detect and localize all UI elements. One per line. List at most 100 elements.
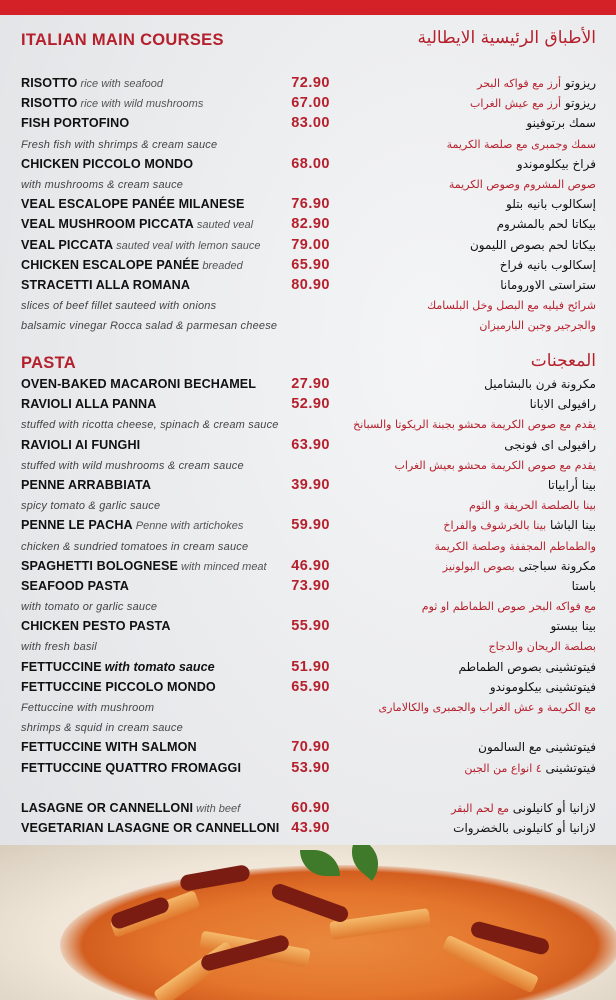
arabic-name: إسكالوب بانيه بتلو	[506, 197, 596, 212]
item-price: 52.90	[291, 396, 330, 413]
description-text: Fettuccine with mushroom	[21, 702, 155, 714]
section-title-ar: الأطباق الرئيسية الايطالية	[417, 28, 596, 48]
item-name-arabic: مكرونة فرن بالبشاميل	[484, 374, 596, 394]
menu-item: VEAL MUSHROOM PICCATA sauted veal 82.90 بيك…	[21, 214, 596, 234]
item-name-arabic: فيتوتشينى ٤ انواع من الجبن	[464, 758, 596, 779]
item-price: 55.90	[291, 618, 330, 635]
item-name-arabic: فيتوتشينى بيكلوموندو	[490, 677, 596, 697]
description-text: slices of beef fillet sauteed with onion…	[21, 300, 217, 313]
item-price: 60.90	[291, 799, 330, 816]
arabic-description: يقدم مع صوص الكريمة محشو بعيش الغراب	[394, 458, 596, 472]
menu-item: RAVIOLI AI FUNGHI 63.90 رافيولى اى فونجى	[21, 435, 596, 455]
item-name-arabic: سمك برتوفينو	[526, 113, 596, 133]
item-name: FETTUCCINE QUATTRO FROMAGGI	[21, 760, 242, 775]
item-name-arabic: ستراستى الاورومانا	[500, 275, 596, 295]
menu-item: CHICKEN ESCALOPE PANÉE breaded 65.90 إسكالو…	[21, 255, 596, 275]
menu-item: PENNE LE PACHA Penne with artichokes 59.90…	[21, 515, 596, 535]
menu-item: FISH PORTOFINO 83.00 سمك برتوفينو	[21, 113, 596, 133]
arabic-description: والطماطم المجففة وصلصة الكريمة	[434, 539, 596, 553]
description-arabic: بينا بالصلصة الحريفة و الثوم	[469, 495, 596, 516]
arabic-name: باستا	[571, 578, 596, 593]
item-name: RISOTTO	[21, 96, 78, 111]
menu-item: CHICKEN PICCOLO MONDO 68.00 فراخ بيكلوموند…	[21, 154, 596, 174]
item-name-arabic: فراخ بيكلوموندو	[517, 154, 596, 174]
menu-item-description: shrimps & squid in cream sauce	[21, 717, 596, 737]
description-text: stuffed with wild mushrooms & cream sauc…	[21, 459, 244, 472]
spacer	[21, 778, 596, 798]
arabic-description: أرز مع عيش الغراب	[470, 97, 562, 111]
item-description: with tomato sauce	[104, 659, 215, 674]
item-name: RISOTTO	[21, 76, 78, 90]
arabic-description: بينا بالخرشوف والفراخ	[443, 519, 547, 533]
item-price: 82.90	[291, 216, 330, 233]
arabic-name: بينا الباشا	[549, 518, 596, 533]
item-name-arabic: فيتوتشينى بصوص الطماطم	[458, 657, 596, 677]
item-name: CHICKEN PESTO PASTA	[21, 619, 171, 634]
arabic-name: ريزوتو	[564, 76, 596, 90]
item-name-arabic: بيكاتا لحم بالمشروم	[497, 214, 596, 234]
description-arabic: مع الكريمة و عش الغراب والجمبرى والكالام…	[379, 697, 596, 718]
description-arabic: بصلصة الريحان والدجاج	[489, 636, 597, 657]
item-price: 39.90	[291, 476, 330, 493]
menu-item: SPAGHETTI BOLOGNESE with minced meat 46.90…	[21, 556, 596, 576]
item-price: 43.90	[291, 820, 330, 837]
menu-item: VEGETARIAN LASAGNE OR CANNELLONI 43.90 لاز…	[21, 818, 596, 838]
menu-item: PENNE ARRABBIATA 39.90 بينا أرابياتا	[21, 475, 596, 495]
pasta-list: OVEN-BAKED MACARONI BECHAMEL 27.90 مكرونة …	[21, 374, 596, 838]
arabic-description: بينا بالصلصة الحريفة و الثوم	[468, 499, 596, 513]
item-price: 67.00	[291, 95, 330, 112]
menu-item-description: with mushrooms & cream sauce صوص المشروم …	[21, 174, 596, 194]
menu-item: OVEN-BAKED MACARONI BECHAMEL 27.90 مكرونة …	[21, 374, 596, 394]
item-price: 59.90	[291, 517, 330, 534]
menu-item: VEAL ESCALOPE PANÉE MILANESE 76.90 إسكالوب…	[21, 194, 596, 214]
item-name-arabic: لازانيا أو كانيلونى مع لحم البقر	[451, 798, 596, 819]
description-arabic: والطماطم المجففة وصلصة الكريمة	[434, 536, 596, 557]
arabic-name: بينا بيستو	[550, 619, 596, 634]
item-name: VEAL ESCALOPE PANÉE MILANESE	[21, 197, 245, 212]
arabic-name: فيتوتشينى	[545, 760, 596, 775]
arabic-description: بصوص البولونيز	[442, 559, 515, 573]
item-price: 53.90	[291, 759, 330, 776]
item-description: rice with seafood	[80, 78, 163, 90]
item-name: SEAFOOD PASTA	[21, 578, 129, 593]
description-arabic: والجرجير وجبن البارميزان	[479, 315, 596, 336]
item-price: 51.90	[291, 658, 330, 675]
arabic-name: فيتوتشينى بصوص الطماطم	[458, 659, 596, 674]
arabic-name: إسكالوب بانيه فراخ	[499, 257, 596, 272]
item-name-arabic: بينا بيستو	[550, 616, 596, 636]
item-name-arabic: بينا أرابياتا	[548, 475, 596, 495]
item-description: rice with wild mushrooms	[80, 98, 204, 111]
menu-item: STRACETTI ALLA ROMANA 80.90 ستراستى الاورو…	[21, 275, 596, 295]
item-name: PENNE ARRABBIATA	[21, 477, 152, 492]
item-name: RAVIOLI AI FUNGHI	[21, 437, 141, 452]
item-name-arabic: بينا الباشا بينا بالخرشوف والفراخ	[443, 515, 596, 536]
pasta-dish-photo	[0, 845, 616, 1000]
arabic-description: بصلصة الريحان والدجاج	[488, 640, 597, 654]
arabic-description: مع لحم البقر	[451, 801, 509, 815]
arabic-name: ستراستى الاورومانا	[500, 277, 596, 292]
menu-item-description: with tomato or garlic sauce مع فواكه البح…	[21, 596, 596, 616]
description-text: spicy tomato & garlic sauce	[21, 500, 161, 513]
item-name: FETTUCCINE WITH SALMON	[21, 740, 197, 755]
menu-item: FETTUCCINE WITH SALMON 70.90 فيتوتشينى مع …	[21, 737, 596, 757]
item-price: 80.90	[291, 276, 330, 293]
arabic-name: بينا أرابياتا	[547, 477, 596, 492]
item-name: VEAL MUSHROOM PICCATA	[21, 217, 194, 232]
menu-item: FETTUCCINE QUATTRO FROMAGGI 53.90 فيتوتشين…	[21, 758, 596, 778]
description-text: Fresh fish with shrimps & cream sauce	[21, 138, 218, 151]
item-name: RAVIOLI ALLA PANNA	[21, 397, 157, 412]
item-name: OVEN-BAKED MACARONI BECHAMEL	[21, 377, 257, 391]
description-text: chicken & sundried tomatoes in cream sau…	[21, 540, 249, 553]
menu-item-description: balsamic vinegar Rocca salad & parmesan …	[21, 315, 596, 335]
description-text: stuffed with ricotta cheese, spinach & c…	[21, 419, 279, 432]
item-price: 83.00	[291, 115, 330, 132]
menu-item: RISOTTO rice with wild mushrooms 67.00 ريزو…	[21, 93, 596, 113]
arabic-description: يقدم مع صوص الكريمة محشو بجبنة الريكوتا …	[353, 418, 596, 432]
item-description: sauted veal	[196, 219, 254, 232]
arabic-name: بيكاتا لحم بالمشروم	[496, 217, 596, 232]
arabic-description: ٤ انواع من الجبن	[464, 761, 542, 775]
description-text: with mushrooms & cream sauce	[21, 178, 184, 191]
arabic-name: ريزوتو	[564, 96, 596, 111]
menu-item-description: Fresh fish with shrimps & cream sauce سمك…	[21, 134, 596, 154]
item-description: with minced meat	[181, 560, 267, 573]
